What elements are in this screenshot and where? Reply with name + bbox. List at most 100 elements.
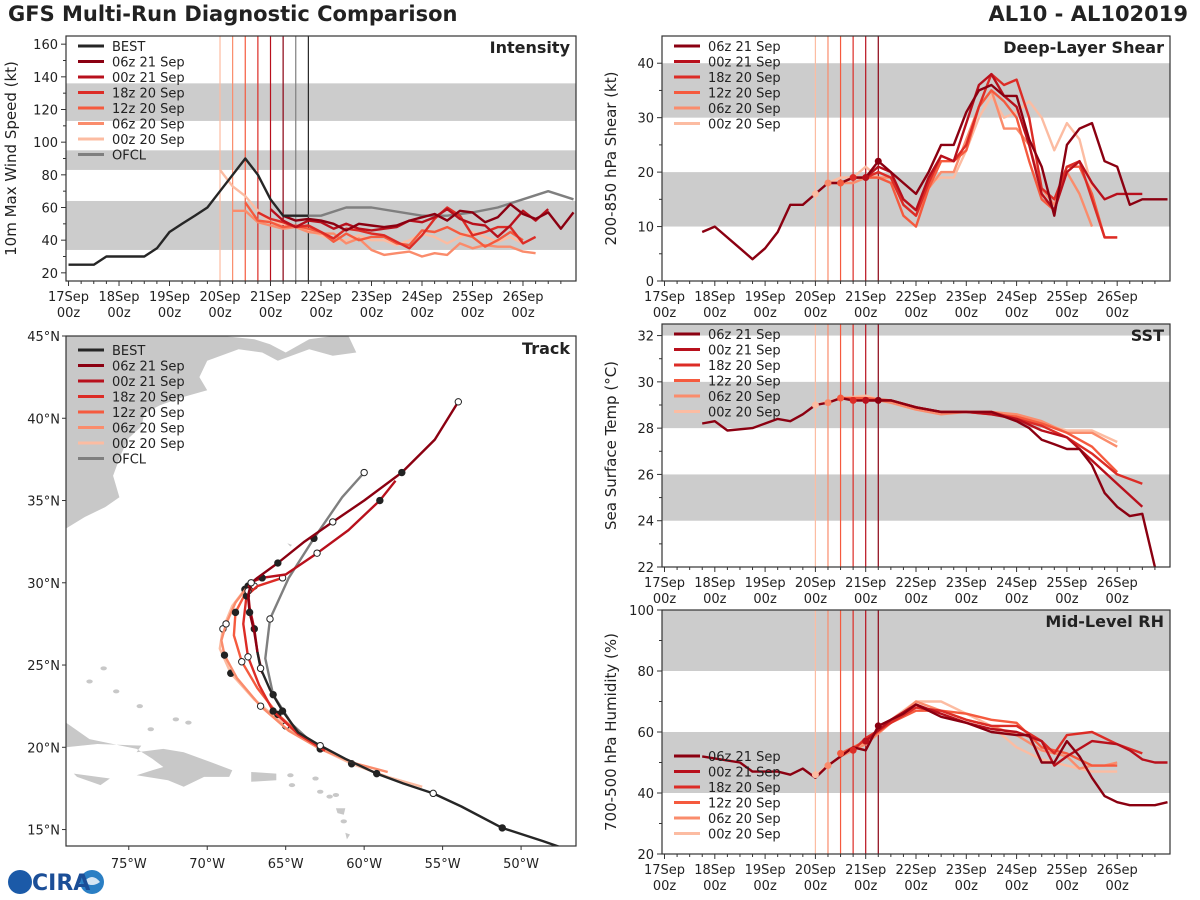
track-position-marker <box>274 559 282 567</box>
y-tick-label: 32 <box>637 330 654 345</box>
x-tick-label: 20Sep <box>795 576 836 591</box>
x-tick-label: 00z <box>653 592 677 607</box>
series-line-00z-21-sep <box>864 703 1168 767</box>
track-line-06z-20-sep <box>220 585 389 774</box>
legend-label: 00z 21 Sep <box>112 71 185 86</box>
series-group <box>701 72 1168 261</box>
legend-label: 12z 20 Sep <box>708 375 781 390</box>
x-tick-label: 17Sep <box>644 290 685 305</box>
x-tick-label: 00z <box>1106 592 1130 607</box>
legend-label: 00z 20 Sep <box>112 133 185 148</box>
x-tick-label: 23Sep <box>946 863 987 878</box>
x-tick-label: 17Sep <box>48 290 89 305</box>
x-tick-label: 00z <box>1106 879 1130 894</box>
x-tick-label: 18Sep <box>694 576 735 591</box>
y-tick-label: 80 <box>41 169 58 184</box>
legend-label: 18z 20 Sep <box>112 391 185 406</box>
legend-label: 00z 21 Sep <box>708 56 781 71</box>
lat-tick-label: 40°N <box>27 412 60 427</box>
island <box>86 679 93 684</box>
x-tick-label: 00z <box>703 879 727 894</box>
legend-label: 06z 20 Sep <box>112 422 185 437</box>
lat-tick-label: 20°N <box>27 741 60 756</box>
run-start-marker <box>862 737 870 745</box>
run-start-marker <box>837 394 845 402</box>
panel-title: Track <box>522 339 570 358</box>
island <box>288 783 296 788</box>
series-line-06z-21-sep <box>877 83 1168 217</box>
track-position-marker <box>373 769 381 778</box>
island <box>172 717 180 722</box>
legend-label: 00z 21 Sep <box>112 375 185 390</box>
track-line-00z-21-sep <box>246 480 397 674</box>
legend-label: 18z 20 Sep <box>708 359 781 374</box>
landmass <box>345 832 350 840</box>
y-tick-label: 20 <box>41 267 58 282</box>
legend-label: 12z 20 Sep <box>708 87 781 102</box>
x-tick-label: 23Sep <box>351 290 392 305</box>
x-tick-label: 26Sep <box>502 290 543 305</box>
y-axis-label: Sea Surface Temp (°C) <box>602 361 620 530</box>
x-tick-label: 24Sep <box>996 863 1037 878</box>
y-tick-label: 10 <box>637 221 654 236</box>
run-start-marker <box>811 190 819 198</box>
legend-label: 18z 20 Sep <box>708 71 781 86</box>
series-line-ofcl <box>295 189 574 217</box>
y-tick-label: 40 <box>41 234 58 249</box>
x-tick-label: 00z <box>955 592 979 607</box>
series-group <box>68 157 575 266</box>
track-position-marker <box>231 608 240 617</box>
legend-label: 18z 20 Sep <box>708 781 781 796</box>
x-tick-label: 24Sep <box>996 576 1037 591</box>
island <box>332 793 340 797</box>
track-map: 15°N 20°N 25°N 30°N 35°N 40°N 45°N 75°W 70°W 65°W… <box>27 330 577 872</box>
sst-chart: 22242628303217Sep00z18Sep00z19Sep00z20Se… <box>602 323 1171 607</box>
track-position-marker <box>238 658 246 666</box>
track-position-marker <box>376 496 384 505</box>
x-tick-label: 00z <box>259 306 283 321</box>
island <box>113 689 120 694</box>
track-position-marker <box>329 518 337 526</box>
track-position-marker <box>256 702 265 710</box>
landmass <box>287 543 292 547</box>
legend-label: 00z 20 Sep <box>708 118 781 133</box>
y-tick-label: 160 <box>33 38 58 53</box>
run-start-marker <box>874 157 882 165</box>
legend-label: 12z 20 Sep <box>112 102 185 117</box>
run-start-marker <box>849 746 857 754</box>
lon-tick-label: 60°W <box>346 857 382 872</box>
x-tick-label: 19Sep <box>149 290 190 305</box>
x-tick-label: 00z <box>753 306 777 321</box>
legend-label: BEST <box>112 40 145 55</box>
y-tick-label: 30 <box>637 376 654 391</box>
x-tick-label: 00z <box>904 592 928 607</box>
y-tick-label: 100 <box>33 136 58 151</box>
x-tick-label: 21Sep <box>250 290 291 305</box>
x-tick-label: 00z <box>57 306 81 321</box>
x-tick-label: 00z <box>511 306 535 321</box>
island <box>185 720 192 725</box>
legend-label: 06z 21 Sep <box>112 56 185 71</box>
series-line-18z-20-sep <box>852 706 1143 755</box>
x-tick-label: 00z <box>1005 592 1029 607</box>
series-group <box>701 394 1157 567</box>
lat-tick-label: 30°N <box>27 577 60 592</box>
run-start-marker <box>824 179 832 187</box>
legend-label: 12z 20 Sep <box>708 797 781 812</box>
legend-label: OFCL <box>112 149 147 164</box>
y-tick-label: 120 <box>33 104 58 119</box>
series-line-06z-21-sep <box>282 202 575 232</box>
legend-label: 06z 21 Sep <box>112 360 185 375</box>
cira-logo: CIRA <box>6 868 106 896</box>
x-tick-label: 25Sep <box>1046 863 1087 878</box>
x-tick-label: 26Sep <box>1097 863 1138 878</box>
x-tick-label: 21Sep <box>845 863 886 878</box>
x-tick-label: 17Sep <box>644 863 685 878</box>
x-tick-label: 00z <box>904 306 928 321</box>
track-position-marker <box>269 707 277 715</box>
track-position-marker <box>313 549 321 557</box>
x-tick-label: 00z <box>1055 879 1079 894</box>
lon-tick-label: 55°W <box>425 857 461 872</box>
x-tick-label: 19Sep <box>745 290 786 305</box>
rh-chart: 2040608010017Sep00z18Sep00z19Sep00z20Sep… <box>602 604 1171 894</box>
